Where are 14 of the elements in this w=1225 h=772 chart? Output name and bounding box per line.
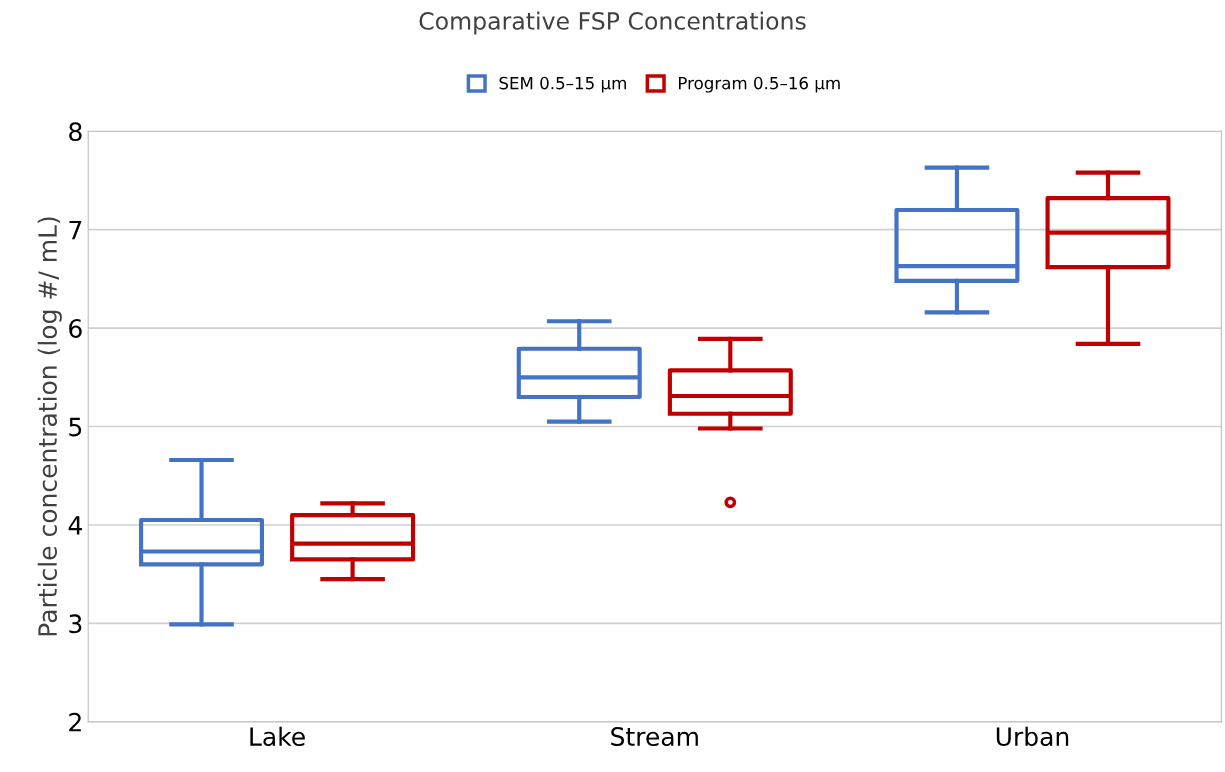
x-tick-label: Stream bbox=[611, 727, 698, 747]
y-tick-label: 4 bbox=[68, 516, 82, 535]
y-tick-label: 6 bbox=[69, 319, 82, 338]
legend-label: SEM 0.5–15 µm bbox=[499, 76, 626, 93]
y-tick-label: 8 bbox=[69, 122, 82, 142]
y-tick-label: 2 bbox=[69, 712, 81, 732]
x-tick-label: Urban bbox=[996, 726, 1069, 747]
y-tick-label: 7 bbox=[69, 220, 82, 240]
y-tick-label: 5 bbox=[69, 417, 82, 437]
legend-label: Program 0.5–16 µm bbox=[678, 76, 840, 93]
y-axis-title: Particle concentration (log #/ mL) bbox=[37, 217, 62, 636]
x-tick-label: Lake bbox=[250, 726, 305, 747]
chart-title: Comparative FSP Concentrations bbox=[419, 11, 806, 35]
y-tick-label: 3 bbox=[69, 614, 82, 634]
